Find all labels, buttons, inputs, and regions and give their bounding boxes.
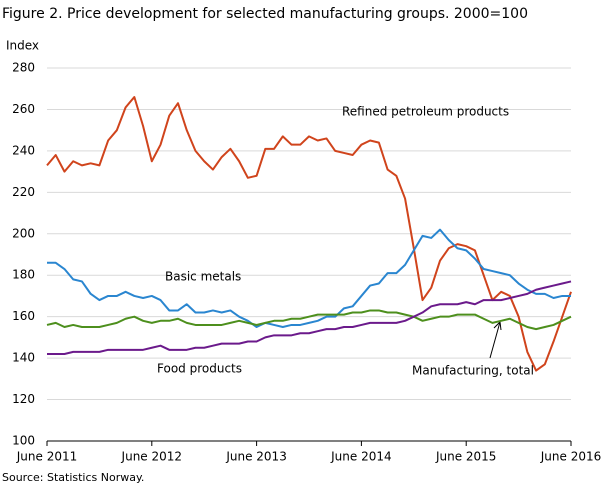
source: Source: Statistics Norway.	[2, 471, 144, 484]
series-line	[47, 228, 571, 329]
x-tick-label: June 2012	[121, 450, 183, 464]
series-label: Manufacturing, total	[412, 364, 534, 378]
y-tick-label: 220	[12, 185, 35, 199]
series-line	[46, 309, 572, 331]
y-tick-label: 160	[12, 309, 35, 323]
x-tick-label: June 2013	[225, 450, 287, 464]
y-tick-label: 280	[12, 61, 35, 75]
y-tick-label: 180	[12, 268, 35, 282]
series-label: Refined petroleum products	[342, 105, 509, 119]
y-tick-label: 120	[12, 392, 35, 406]
chart-title: Figure 2. Price development for selected…	[2, 6, 528, 22]
x-tick-label: June 2011	[16, 450, 78, 464]
y-tick-label: 260	[12, 102, 35, 116]
y-tick-label: 140	[12, 351, 35, 365]
series-label: Food products	[157, 362, 242, 376]
x-tick-label: June 2015	[435, 450, 497, 464]
y-tick-label: 240	[12, 143, 35, 157]
y-tick-label: 100	[12, 434, 35, 448]
series-label: Basic metals	[165, 270, 241, 284]
annotation-arrow	[489, 320, 502, 359]
x-tick-label: June 2016	[540, 450, 602, 464]
series-line	[47, 280, 572, 355]
series-line	[46, 96, 572, 372]
x-tick-label: June 2014	[330, 450, 392, 464]
y-tick-label: 200	[12, 226, 35, 240]
y-axis-label: Index	[6, 39, 39, 53]
